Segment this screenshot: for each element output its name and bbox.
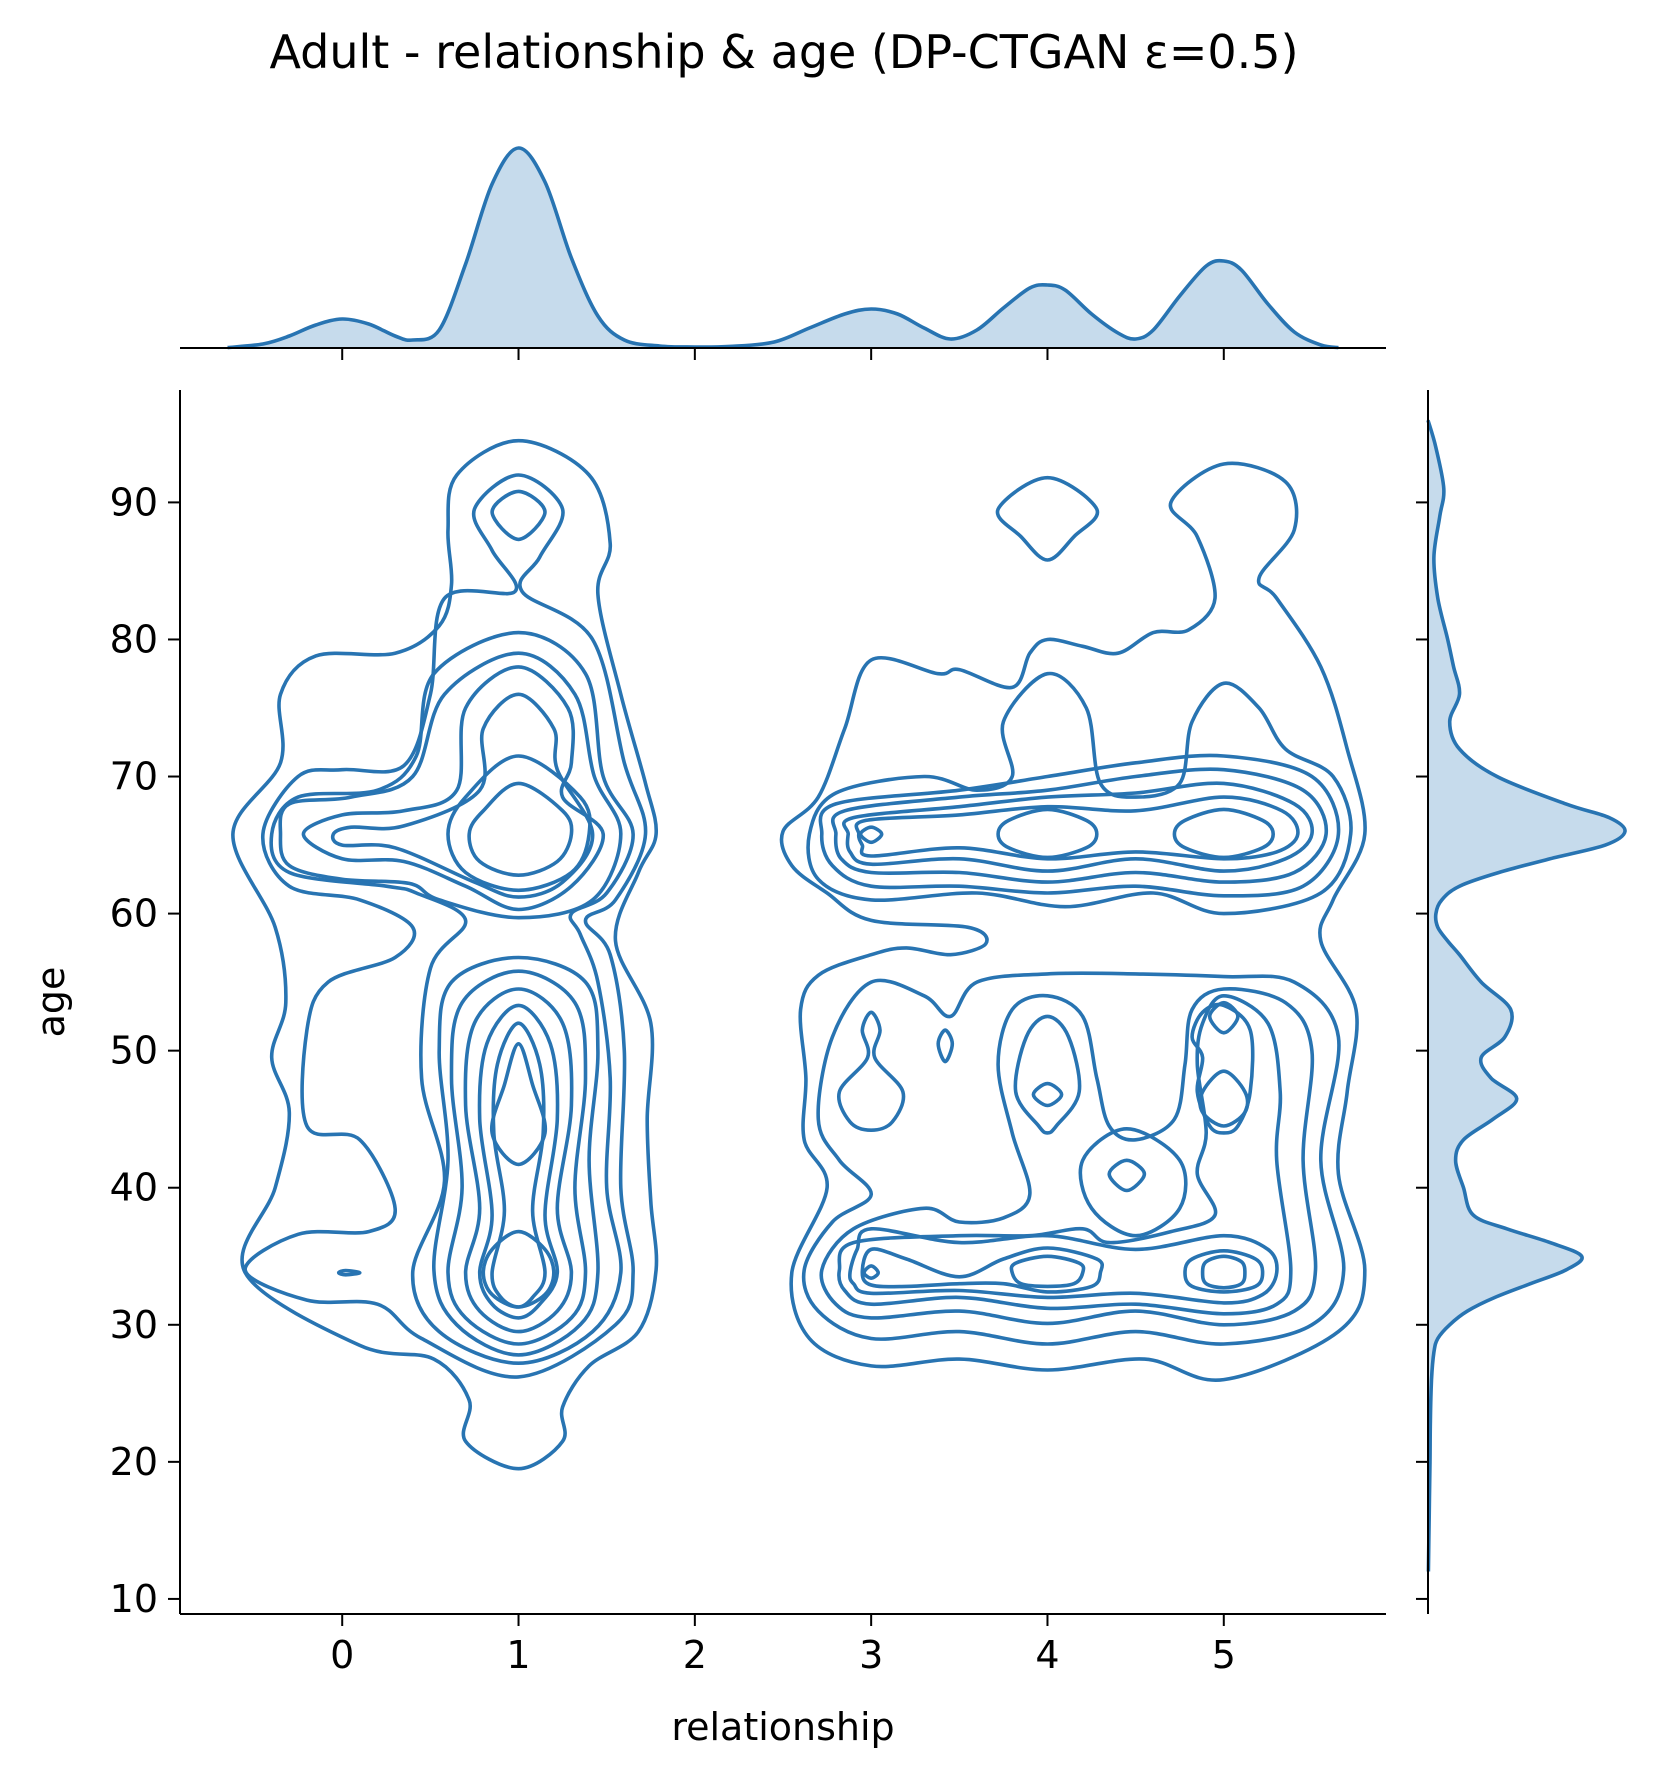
marginal-y-ticks (1416, 501, 1428, 1600)
contour-line-1 (243, 473, 648, 1379)
chart-title: Adult - relationship & age (DP-CTGAN ε=0… (269, 25, 1298, 79)
contour-line-0 (231, 438, 659, 1471)
contour-line-26 (801, 971, 1346, 1346)
contour-line-42 (1183, 1249, 1265, 1294)
contour-line-44 (336, 1268, 362, 1277)
marginal-y-fill (1428, 420, 1626, 1572)
contour-line-34 (1031, 1081, 1064, 1108)
marginal-x-density (227, 146, 1339, 350)
contour-line-33 (1198, 1069, 1250, 1128)
marginal-x-fill (227, 147, 1339, 348)
contour-line-23 (858, 825, 884, 845)
contour-line-35 (1107, 1158, 1147, 1193)
x-tick-label-4: 4 (1035, 1633, 1059, 1677)
y-tick-label-70: 70 (110, 755, 158, 799)
x-tick-label-5: 5 (1212, 1633, 1236, 1677)
y-tick-label-10: 10 (110, 1577, 158, 1621)
contour-line-40 (862, 1264, 880, 1280)
contour-line-39 (860, 1246, 1105, 1294)
contour-line-20 (831, 767, 1329, 884)
contour-line-14 (489, 1042, 548, 1167)
contour-line-37 (936, 1028, 955, 1064)
contour-line-38 (848, 1226, 1279, 1305)
contour-line-15 (481, 1229, 556, 1309)
y-axis-label: age (29, 967, 73, 1038)
y-tick-label-80: 80 (110, 617, 158, 661)
contour-line-18 (806, 671, 1353, 916)
y-tick-label-20: 20 (110, 1440, 158, 1484)
contour-line-27 (819, 987, 1318, 1327)
x-tick-label-1: 1 (506, 1633, 530, 1677)
contour-line-2 (490, 489, 547, 542)
x-axis-label: relationship (671, 1705, 894, 1749)
contour-line-8 (467, 781, 574, 877)
contour-line-24 (996, 807, 1099, 860)
y-tick-label-40: 40 (110, 1166, 158, 1210)
contour-line-6 (330, 692, 595, 899)
contour-line-30 (837, 994, 1293, 1316)
x-axis-ticks: 0 1 2 3 4 5 (330, 1614, 1236, 1677)
x-tick-label-2: 2 (683, 1633, 707, 1677)
y-tick-label-50: 50 (110, 1029, 158, 1073)
contour-line-9 (432, 955, 600, 1357)
marginal-y-curve (1426, 419, 1627, 1572)
contour-line-11 (463, 987, 574, 1334)
contour-line-7 (446, 754, 592, 893)
kde-contours (231, 438, 1367, 1471)
marginal-x-curve (227, 146, 1339, 350)
contour-line-16 (779, 461, 1367, 1382)
contour-line-10 (446, 969, 588, 1346)
contour-line-41 (1009, 1254, 1086, 1289)
contour-line-31 (1190, 1002, 1255, 1135)
contour-line-36 (837, 1010, 906, 1132)
marginal-y-density (1426, 419, 1627, 1572)
contour-line-43 (1200, 1254, 1247, 1290)
contour-line-28 (1013, 1014, 1082, 1135)
contour-line-32 (1207, 1000, 1240, 1035)
x-tick-label-0: 0 (330, 1633, 354, 1677)
contour-line-19 (818, 753, 1341, 898)
contour-line-17 (995, 475, 1100, 562)
x-tick-label-3: 3 (859, 1633, 883, 1677)
contour-line-12 (477, 1003, 560, 1320)
y-tick-label-90: 90 (110, 480, 158, 524)
contour-line-3 (269, 630, 635, 1365)
contour-line-4 (278, 651, 623, 920)
y-tick-label-30: 30 (110, 1303, 158, 1347)
marginal-x-ticks (341, 348, 1225, 360)
contour-line-22 (854, 795, 1300, 861)
y-tick-label-60: 60 (110, 892, 158, 936)
contour-line-29 (1078, 1127, 1188, 1238)
contour-line-25 (1172, 807, 1275, 860)
contour-line-21 (842, 781, 1314, 873)
y-axis-ticks: 10 20 30 40 50 60 70 80 90 (110, 480, 180, 1621)
